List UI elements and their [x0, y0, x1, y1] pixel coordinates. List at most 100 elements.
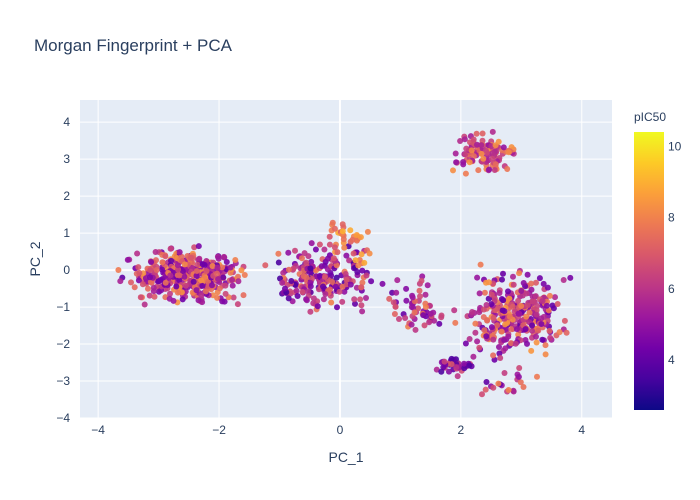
- scatter-point: [502, 321, 509, 328]
- scatter-point: [510, 273, 516, 280]
- scatter-point: [466, 336, 473, 342]
- scatter-point: [222, 282, 229, 289]
- scatter-point: [175, 266, 182, 273]
- scatter-point: [417, 293, 423, 300]
- scatter-point: [339, 298, 346, 305]
- scatter-point: [193, 272, 200, 279]
- colorbar: pIC50 4 6 8 10: [634, 110, 682, 410]
- scatter-point: [410, 304, 417, 311]
- scatter-point: [135, 264, 142, 271]
- scatter-point: [408, 321, 415, 328]
- scatter-point: [505, 333, 512, 340]
- scatter-point: [532, 293, 539, 300]
- scatter-point: [461, 136, 468, 143]
- scatter-point: [352, 257, 359, 264]
- scatter-point: [194, 261, 201, 268]
- scatter-point: [353, 284, 360, 291]
- scatter-point: [174, 289, 181, 296]
- scatter-point: [168, 257, 174, 264]
- scatter-point: [358, 302, 365, 309]
- scatter-point: [318, 263, 325, 270]
- scatter-point: [196, 255, 203, 262]
- scatter-point: [418, 277, 425, 284]
- scatter-point: [198, 292, 205, 299]
- scatter-point: [334, 304, 340, 311]
- scatter-point: [491, 167, 498, 173]
- scatter-point: [214, 264, 221, 271]
- scatter-point: [505, 149, 512, 156]
- scatter-point: [500, 270, 506, 277]
- scatter-point: [221, 254, 228, 261]
- colorbar-title: pIC50: [634, 110, 666, 124]
- scatter-point: [328, 299, 335, 306]
- scatter-point: [539, 336, 546, 343]
- scatter-point: [117, 278, 124, 285]
- scatter-point: [422, 291, 429, 298]
- y-tick-label: 1: [63, 226, 70, 240]
- scatter-point: [470, 136, 477, 143]
- scatter-point: [333, 274, 340, 281]
- x-axis-title: PC_1: [328, 449, 363, 465]
- scatter-point: [241, 272, 248, 278]
- scatter-point: [167, 245, 174, 252]
- y-tick-label: 0: [63, 263, 70, 277]
- scatter-point: [238, 267, 245, 274]
- scatter-point: [516, 310, 523, 317]
- scatter-point: [462, 151, 469, 158]
- scatter-point: [545, 307, 552, 314]
- scatter-point: [285, 249, 292, 256]
- scatter-point: [446, 368, 452, 375]
- scatter-point: [346, 257, 353, 264]
- scatter-point: [535, 327, 542, 334]
- scatter-point: [470, 153, 477, 160]
- scatter-point: [336, 288, 343, 295]
- scatter-point: [145, 285, 151, 292]
- scatter-point: [496, 344, 502, 350]
- scatter-point: [478, 142, 485, 149]
- scatter-point: [341, 244, 348, 251]
- scatter-point: [485, 295, 492, 302]
- scatter-point: [461, 365, 468, 372]
- scatter-point: [533, 333, 539, 340]
- scatter-point: [486, 166, 493, 173]
- scatter-point: [501, 370, 508, 376]
- scatter-point: [498, 328, 505, 335]
- scatter-point: [327, 286, 333, 293]
- scatter-point: [515, 297, 522, 304]
- scatter-point: [357, 234, 364, 241]
- scatter-point: [475, 167, 482, 174]
- scatter-point: [303, 274, 310, 281]
- scatter-point: [518, 287, 525, 294]
- scatter-point: [230, 294, 237, 301]
- scatter-point: [366, 250, 373, 257]
- scatter-point: [151, 293, 158, 300]
- scatter-point: [294, 293, 301, 299]
- scatter-point: [436, 320, 443, 327]
- scatter-point: [386, 295, 393, 302]
- scatter-point: [147, 267, 154, 274]
- scatter-point: [203, 268, 210, 275]
- scatter-point: [198, 277, 204, 284]
- scatter-point: [516, 270, 523, 277]
- scatter-point: [166, 295, 173, 302]
- scatter-point: [394, 277, 401, 284]
- scatter-point: [520, 384, 527, 390]
- scatter-point: [482, 386, 489, 393]
- scatter-point: [476, 344, 483, 351]
- scatter-point: [320, 296, 327, 303]
- scatter-point: [490, 314, 497, 321]
- x-tick-label: 2: [458, 423, 465, 437]
- scatter-point: [510, 281, 517, 288]
- scatter-point: [416, 287, 423, 294]
- scatter-point: [488, 301, 495, 308]
- scatter-point: [409, 294, 416, 301]
- scatter-point: [524, 302, 531, 309]
- scatter-point: [524, 271, 531, 278]
- scatter-point: [481, 289, 488, 296]
- scatter-point: [457, 138, 464, 144]
- scatter-point: [391, 311, 398, 317]
- scatter-point: [187, 254, 194, 261]
- y-tick-label: −4: [56, 411, 70, 425]
- scatter-point: [222, 290, 229, 297]
- colorbar-tick-label: 8: [668, 211, 675, 225]
